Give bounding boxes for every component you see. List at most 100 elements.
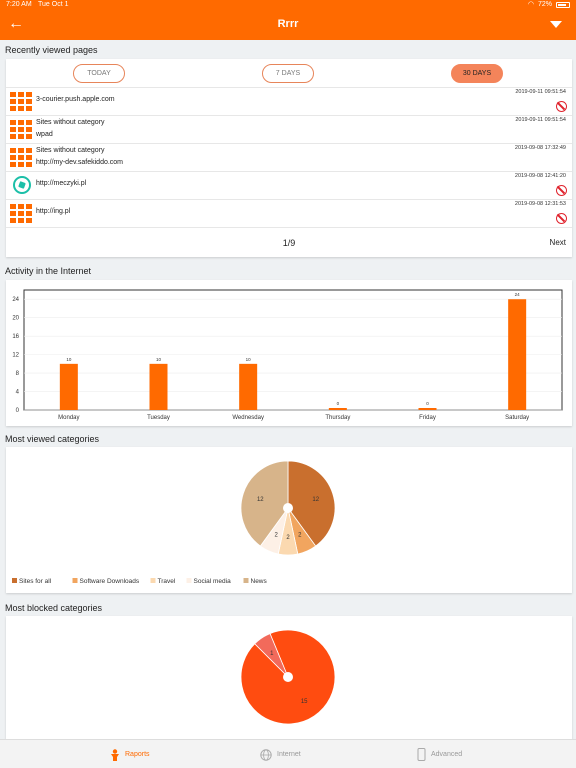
y-tick-label: 12 xyxy=(12,353,19,359)
next-page-button[interactable]: Next xyxy=(549,238,566,247)
legend-swatch xyxy=(72,578,78,583)
status-right: ◠ 72% xyxy=(528,0,570,10)
x-tick-label: Monday xyxy=(58,415,79,421)
person-icon xyxy=(111,748,119,761)
legend-label: Sites for all xyxy=(19,578,52,585)
tab-bar: Raports Internet Advanced xyxy=(0,739,576,768)
page-indicator: 1/9 xyxy=(282,238,296,248)
globe-icon xyxy=(260,748,272,761)
slice-label: 2 xyxy=(298,533,302,539)
status-date: Tue Oct 1 xyxy=(38,1,69,8)
bar xyxy=(239,363,258,410)
list-item-timestamp: 2019-09-08 17:32:49 xyxy=(514,145,566,151)
slice-label: 12 xyxy=(257,497,264,503)
x-tick-label: Friday xyxy=(419,415,436,421)
blocked-categories-card: 15 1 xyxy=(6,616,572,739)
list-item[interactable]: Sites without category wpad 2019-09-11 0… xyxy=(6,115,572,143)
y-tick-label: 20 xyxy=(12,316,19,322)
wifi-icon: ◠ xyxy=(527,1,534,8)
slice-label: 2 xyxy=(274,533,278,539)
filter-today-button[interactable]: TODAY xyxy=(73,64,125,83)
grid-icon xyxy=(10,148,32,167)
x-tick-label: Wednesday xyxy=(232,415,264,421)
battery-icon xyxy=(556,2,570,8)
page-title: Rrrr xyxy=(277,18,299,30)
x-tick-label: Tuesday xyxy=(147,415,170,421)
slice-label: 2 xyxy=(286,535,290,541)
section-title-blocked: Most blocked categories xyxy=(5,603,103,613)
legend-label: Software Downloads xyxy=(80,578,140,585)
category-slice xyxy=(240,460,289,547)
category-slice xyxy=(287,460,336,547)
legend-label: News xyxy=(251,578,268,585)
tab-raports[interactable]: Raports xyxy=(110,740,150,768)
y-tick-label: 8 xyxy=(16,371,20,377)
status-bar: 7:20 AM Tue Oct 1 ◠ 72% xyxy=(0,0,576,10)
activity-chart-card: 0 4 8 12 16 20 24 10 Monday 10 Tuesday 10 Wednesday 0… xyxy=(6,280,572,426)
section-title-recent: Recently viewed pages xyxy=(5,45,98,55)
list-item[interactable]: http://meczyki.pl 2019-09-08 12:41:20 xyxy=(6,171,572,199)
data-label: 10 xyxy=(66,357,72,362)
pagination: 1/9 Next xyxy=(6,227,572,257)
y-tick-label: 4 xyxy=(16,390,20,396)
x-tick-label: Thursday xyxy=(325,415,350,421)
list-item-category: Sites without category xyxy=(36,147,105,154)
activity-bar-chart: 0 4 8 12 16 20 24 10 Monday 10 Tuesday 10 Wednesday 0… xyxy=(12,289,563,421)
dropdown-triangle-icon[interactable] xyxy=(550,21,562,28)
pie-center-hole xyxy=(283,503,293,513)
data-label: 10 xyxy=(156,357,162,362)
bar xyxy=(328,408,347,410)
list-item-timestamp: 2019-09-11 09:51:54 xyxy=(515,89,566,95)
nav-bar: ← Rrrr xyxy=(0,10,576,40)
list-item-url: wpad xyxy=(36,131,53,138)
grid-icon xyxy=(10,204,32,223)
grid-icon xyxy=(10,92,32,111)
tab-advanced[interactable]: Advanced xyxy=(417,740,462,768)
list-item[interactable]: http://ing.pl 2019-09-08 12:31:53 xyxy=(6,199,572,227)
list-item[interactable]: Sites without category http://my-dev.saf… xyxy=(6,143,572,171)
tab-label: Advanced xyxy=(431,751,463,758)
viewed-categories-card: 12 2 2 2 12 Sites for all Software Downloads Tr… xyxy=(6,447,572,593)
section-title-viewed: Most viewed categories xyxy=(5,434,100,444)
battery-percent: 72% xyxy=(537,1,552,8)
section-title-activity: Activity in the Internet xyxy=(5,266,92,276)
viewed-categories-pie-chart: 12 2 2 2 12 Sites for all Software Downloads Tr… xyxy=(12,460,336,585)
tab-label: Raports xyxy=(125,751,150,758)
data-label: 0 xyxy=(337,401,340,406)
list-item-timestamp: 2019-09-11 09:51:54 xyxy=(515,117,566,123)
legend-swatch xyxy=(243,578,249,583)
pie-center-hole xyxy=(283,672,293,682)
y-tick-label: 24 xyxy=(12,297,19,303)
slice-label: 1 xyxy=(270,651,274,657)
back-arrow-icon[interactable]: ← xyxy=(8,15,24,32)
time-filter-bar: TODAY 7 DAYS 30 DAYS xyxy=(6,59,572,87)
filter-30days-button[interactable]: 30 DAYS xyxy=(451,64,503,83)
filter-7days-button[interactable]: 7 DAYS xyxy=(262,64,314,83)
bar xyxy=(59,363,78,410)
blocked-categories-pie-chart: 15 1 xyxy=(240,629,336,725)
slice-label: 12 xyxy=(312,497,319,503)
blocked-slice xyxy=(254,633,289,678)
x-tick-label: Saturday xyxy=(505,415,529,421)
bar xyxy=(418,408,437,410)
list-item-url: http://meczyki.pl xyxy=(36,180,87,187)
grid-icon xyxy=(10,120,32,139)
blocked-icon xyxy=(556,185,567,196)
blocked-icon xyxy=(556,101,567,112)
data-label: 0 xyxy=(426,401,429,406)
y-tick-label: 0 xyxy=(16,408,20,414)
football-icon xyxy=(13,176,31,194)
bar xyxy=(508,299,527,410)
data-label: 24 xyxy=(515,292,521,297)
blocked-icon xyxy=(556,213,567,224)
list-item-url: http://my-dev.safekiddo.com xyxy=(36,159,124,166)
tab-internet[interactable]: Internet xyxy=(260,740,301,768)
list-item[interactable]: 3-courier.push.apple.com 2019-09-11 09:5… xyxy=(6,87,572,115)
legend-label: Travel xyxy=(158,578,176,585)
list-item-timestamp: 2019-09-08 12:31:53 xyxy=(514,201,566,207)
legend-label: Social media xyxy=(194,578,232,585)
status-time: 7:20 AM xyxy=(6,1,32,8)
list-item-url: http://ing.pl xyxy=(36,208,71,215)
list-item-url: 3-courier.push.apple.com xyxy=(36,96,115,103)
legend-swatch xyxy=(150,578,156,583)
